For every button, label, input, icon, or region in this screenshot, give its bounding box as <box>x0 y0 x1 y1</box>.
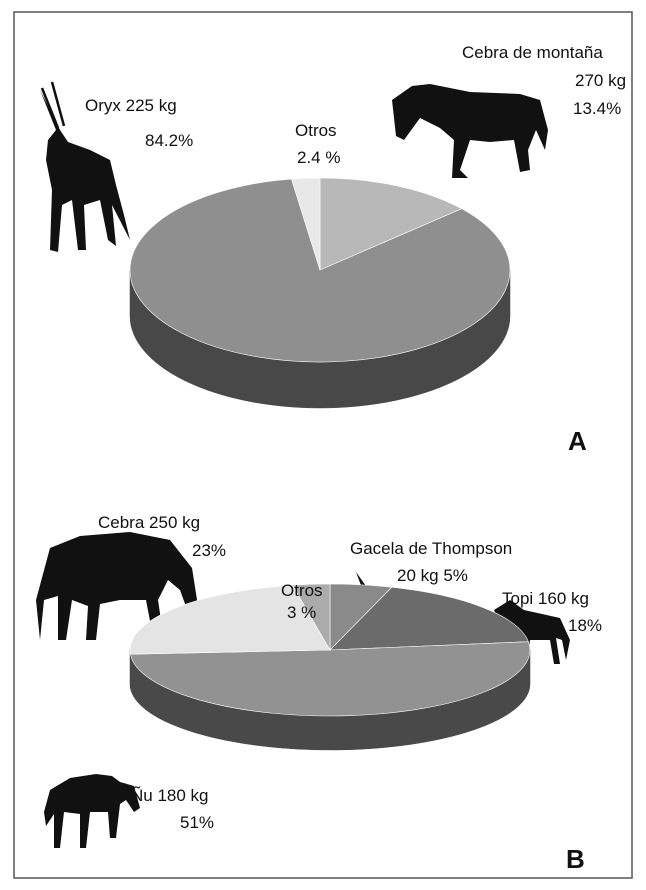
value-label: 5% <box>443 566 468 585</box>
value-label: 18% <box>568 616 602 635</box>
slice-label: 20 kg 5% <box>397 566 468 585</box>
category-label: Oryx <box>85 96 121 115</box>
figure: A B Oryx 225 kg 84.2% Cebra de montaña 270 … <box>0 0 646 890</box>
category-label: Gacela de Thompson <box>350 539 512 558</box>
slice-label: 18% <box>568 616 602 635</box>
slice-label: Cebra 250 kg <box>98 513 200 532</box>
category-label: Cebra <box>98 513 145 532</box>
value-label: 3 % <box>287 603 316 622</box>
pie-tops <box>130 178 510 362</box>
slice-label: 23% <box>192 541 226 560</box>
category-label: Otros <box>295 121 337 140</box>
slice-label: Cebra de montaña <box>462 43 603 62</box>
value-label: 84.2% <box>145 131 193 150</box>
value-label: 13.4% <box>573 99 621 118</box>
panel-label: B <box>566 844 585 874</box>
slice-label: Otros <box>281 581 323 600</box>
category-label: Topi <box>502 589 533 608</box>
weight-label: 250 kg <box>149 513 200 532</box>
weight-label: 20 kg <box>397 566 439 585</box>
slice-label: 270 kg <box>575 71 626 90</box>
value-label: 2.4 % <box>297 148 340 167</box>
slice-label: 84.2% <box>145 131 193 150</box>
pie-tops <box>130 584 530 716</box>
value-label: 23% <box>192 541 226 560</box>
panel-label: A <box>568 426 587 456</box>
slice-label: Otros <box>295 121 337 140</box>
slice-label: Gacela de Thompson <box>350 539 512 558</box>
slice-label: 51% <box>180 813 214 832</box>
value-label: 51% <box>180 813 214 832</box>
weight-label: 225 kg <box>126 96 177 115</box>
slice-label: 2.4 % <box>297 148 340 167</box>
slice-label: Topi 160 kg <box>502 589 589 608</box>
slice-label: Oryx 225 kg <box>85 96 177 115</box>
weight-label: 270 kg <box>575 71 626 90</box>
slice-label: 3 % <box>287 603 316 622</box>
slice-label: 13.4% <box>573 99 621 118</box>
category-label: Ñu <box>131 786 153 805</box>
weight-label: 180 kg <box>157 786 208 805</box>
weight-label: 160 kg <box>538 589 589 608</box>
slice-label: Ñu 180 kg <box>131 786 209 805</box>
category-label: Cebra de montaña <box>462 43 603 62</box>
category-label: Otros <box>281 581 323 600</box>
